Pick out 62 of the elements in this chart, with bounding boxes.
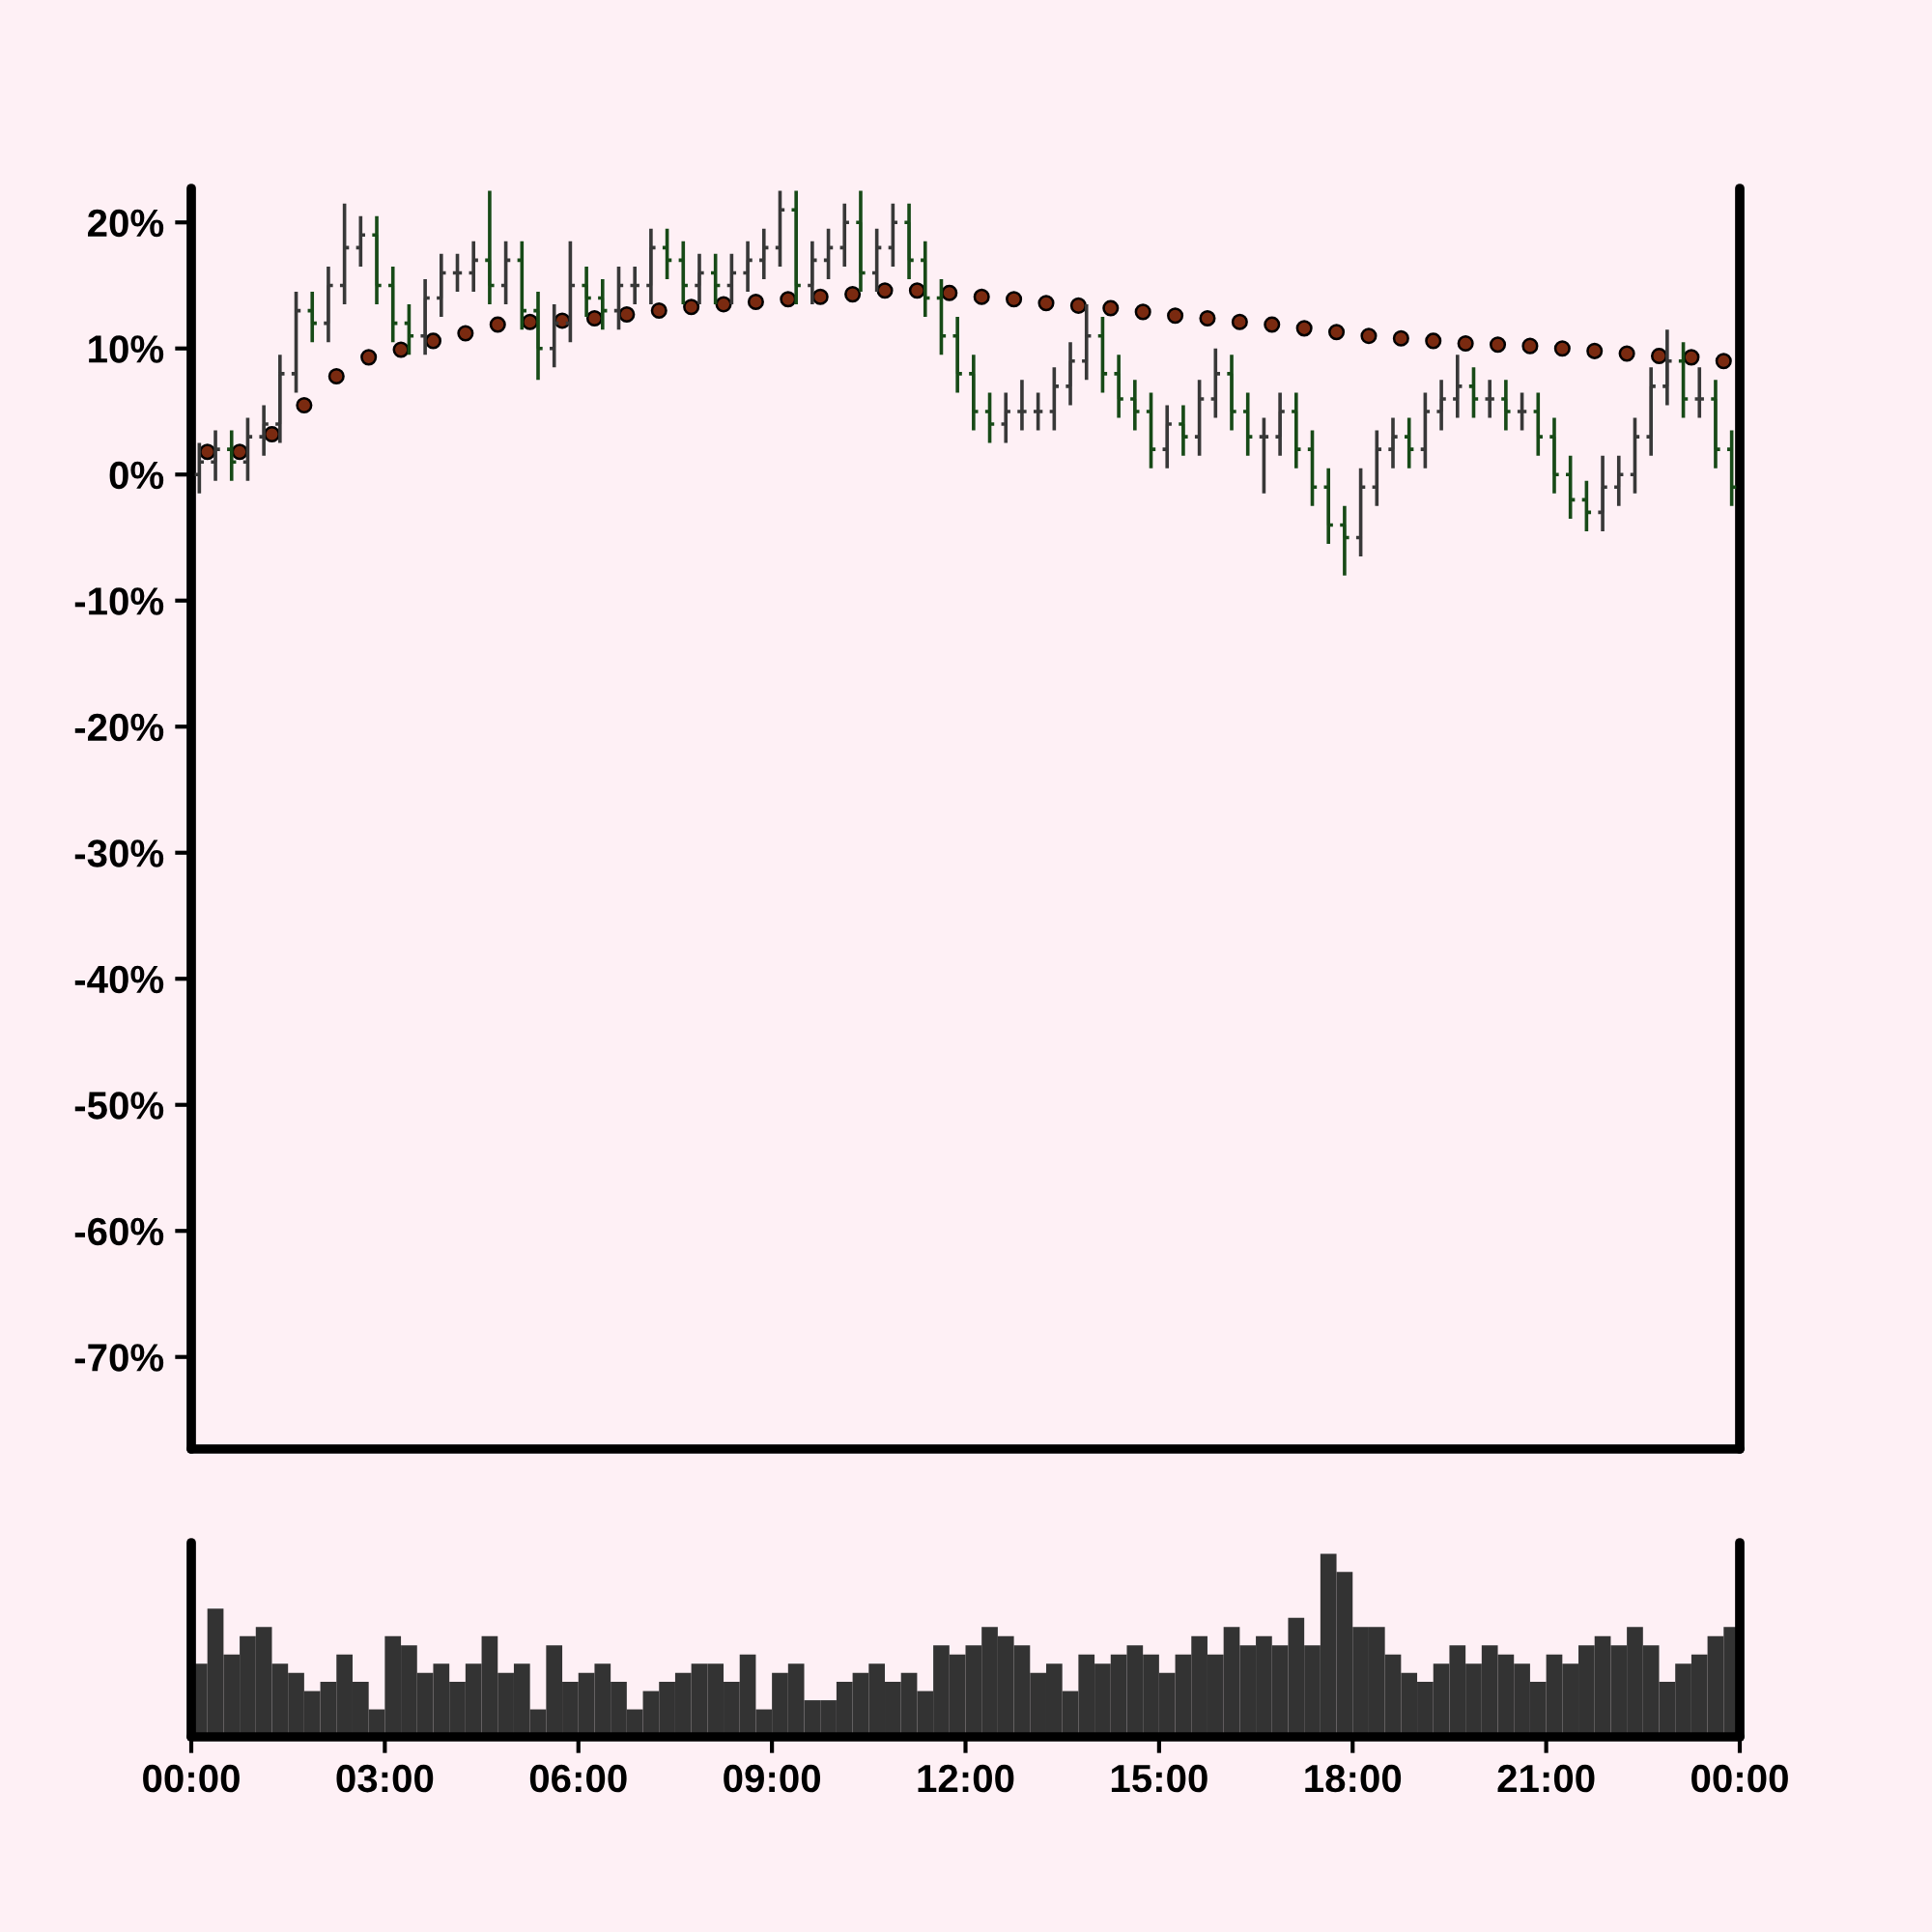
point: [1521, 337, 1539, 355]
point: [908, 282, 925, 299]
x-tick-label: 06:00: [529, 1764, 627, 1793]
point: [1586, 342, 1604, 359]
point: [1231, 313, 1248, 330]
point: [780, 291, 797, 308]
x-tick-label: 00:00: [143, 1764, 240, 1793]
y-tick-label: -60%: [74, 1217, 164, 1246]
point: [941, 284, 958, 301]
point: [1489, 336, 1507, 354]
y-tick-label: -40%: [74, 965, 164, 994]
point: [1264, 316, 1281, 333]
point: [844, 286, 862, 303]
point: [1618, 345, 1635, 362]
point: [683, 298, 700, 316]
point: [392, 341, 410, 358]
x-tick-label: 15:00: [1111, 1764, 1208, 1793]
y-tick-label: 0%: [109, 461, 164, 490]
point: [1425, 332, 1442, 350]
point: [1328, 324, 1346, 341]
point: [1650, 348, 1668, 365]
point: [747, 293, 764, 310]
y-tick-label: -20%: [74, 713, 164, 742]
point: [1069, 297, 1087, 314]
point: [1295, 320, 1313, 337]
point: [1102, 299, 1120, 317]
y-tick-label: -10%: [74, 587, 164, 615]
point: [1715, 353, 1732, 370]
point: [715, 296, 732, 313]
point: [1006, 291, 1023, 308]
x-tick-label: 12:00: [918, 1764, 1014, 1793]
point: [489, 316, 506, 333]
point: [618, 305, 636, 324]
y-tick-label: -30%: [74, 839, 164, 867]
point: [1037, 295, 1055, 312]
point: [1683, 349, 1700, 366]
point: [650, 302, 668, 320]
point: [424, 332, 441, 350]
y-tick-label: -50%: [74, 1092, 164, 1120]
y-tick-label: 10%: [89, 335, 164, 363]
point: [327, 367, 345, 384]
x-tick-label: 21:00: [1497, 1764, 1595, 1793]
point: [811, 288, 829, 305]
point: [457, 325, 474, 342]
point: [1360, 327, 1378, 345]
x-tick-label: 18:00: [1305, 1764, 1402, 1793]
point: [1553, 340, 1571, 357]
point: [1457, 334, 1474, 353]
y-tick-label: -70%: [74, 1344, 164, 1372]
x-tick-label: 09:00: [724, 1764, 820, 1793]
x-tick-label: 03:00: [336, 1764, 434, 1793]
point: [1199, 309, 1216, 327]
point: [1134, 303, 1151, 321]
point: [296, 396, 313, 413]
y-tick-label: 20%: [88, 209, 164, 238]
point: [1392, 329, 1409, 347]
point: [585, 309, 603, 327]
point: [973, 288, 990, 305]
point: [360, 349, 378, 366]
point: [1167, 307, 1184, 325]
x-tick-label: 00:00: [1691, 1764, 1788, 1793]
point: [876, 282, 894, 299]
